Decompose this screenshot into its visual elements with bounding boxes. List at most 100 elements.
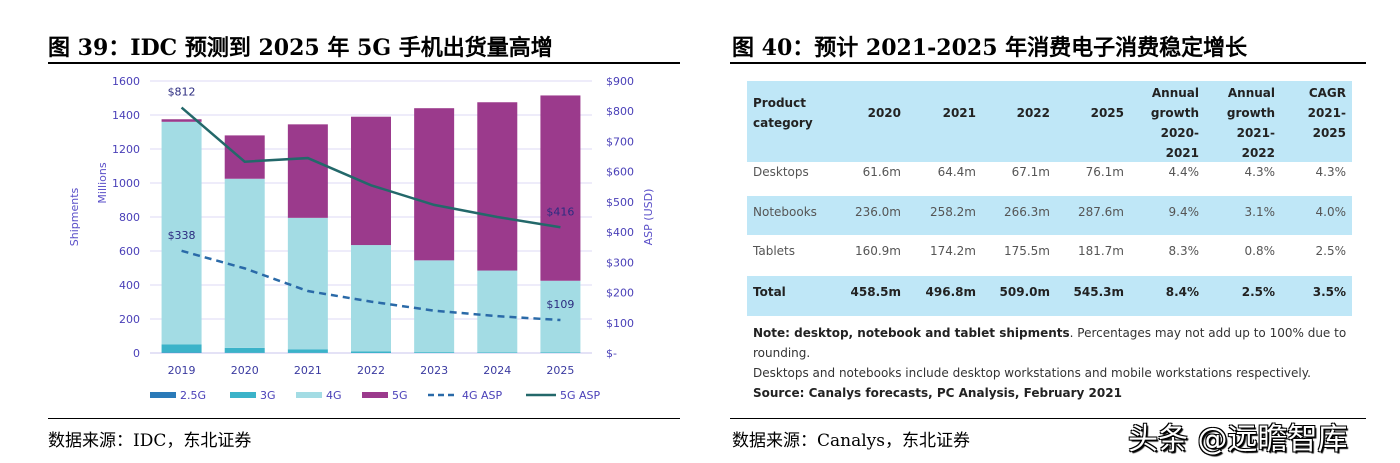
cell: 458.5m bbox=[850, 285, 901, 299]
table-note-source: Source: Canalys forecasts, PC Analysis, … bbox=[753, 386, 1122, 400]
y2-tick-label: $900 bbox=[606, 75, 634, 88]
cell: 8.3% bbox=[1168, 244, 1200, 258]
y-tick-label: 1000 bbox=[112, 177, 140, 190]
row-label: Desktops bbox=[753, 165, 809, 179]
y-tick-label: 400 bbox=[119, 279, 140, 292]
cell: 61.6m bbox=[862, 165, 901, 179]
cell: 545.3m bbox=[1073, 285, 1124, 299]
row-label: Tablets bbox=[753, 244, 795, 258]
column-header: 2022 bbox=[1016, 106, 1050, 120]
cell: 175.5m bbox=[1003, 244, 1050, 258]
y-tick-label: 1400 bbox=[112, 109, 140, 122]
legend-swatch bbox=[230, 392, 256, 398]
table-row: Tablets 160.9m 174.2m 175.5m 181.7m 8.3% 0.8% 2… bbox=[747, 235, 1352, 276]
cell: 2.5% bbox=[1315, 244, 1347, 258]
cell: 4.4% bbox=[1168, 165, 1200, 179]
cell: 2.5% bbox=[1241, 285, 1275, 299]
table-header-row: Product category 2020 2021 2022 2025 Annual g… bbox=[747, 81, 1352, 162]
y-axis-label: Shipments bbox=[68, 187, 81, 246]
cell: 287.6m bbox=[1077, 205, 1124, 219]
bar-5g bbox=[540, 95, 581, 281]
shipments-asp-chart: Shipments Millions ASP (USD) 0 200 400 600 8… bbox=[68, 75, 655, 402]
cell: 67.1m bbox=[1011, 165, 1050, 179]
table-note-line3: Desktops and notebooks include desktop w… bbox=[753, 366, 1311, 380]
bar-5g bbox=[224, 135, 265, 179]
row-label: Total bbox=[753, 285, 786, 299]
x-tick-label: 2021 bbox=[294, 364, 322, 377]
column-header: 2020 bbox=[867, 106, 901, 120]
y-tick-label: 800 bbox=[119, 211, 140, 224]
data-label: $109 bbox=[546, 298, 574, 311]
bar-4g bbox=[477, 270, 518, 353]
watermark: 头条 @远瞻智库 bbox=[1128, 422, 1348, 457]
cell: 181.7m bbox=[1077, 244, 1124, 258]
legend-label: 4G bbox=[326, 389, 342, 402]
table-row: Notebooks 236.0m 258.2m 266.3m 287.6m 9.4% 3.1… bbox=[747, 196, 1352, 235]
figure-39-title: 图 39：IDC 预测到 2025 年 5G 手机出货量高增 bbox=[48, 35, 553, 61]
cell: 9.4% bbox=[1168, 205, 1200, 219]
bar-5g bbox=[287, 124, 328, 218]
column-header: Annual growth 2021-2022 bbox=[1226, 86, 1275, 160]
bar-4g bbox=[161, 121, 202, 345]
legend-swatch bbox=[150, 392, 176, 398]
legend-label: 2.5G bbox=[180, 389, 206, 402]
table-row: Total 458.5m 496.8m 509.0m 545.3m 8.4% 2.5% 3.5… bbox=[747, 276, 1352, 316]
column-header: 2021 bbox=[942, 106, 976, 120]
data-label: $416 bbox=[546, 205, 574, 218]
bar-4g bbox=[540, 280, 581, 353]
cell: 4.3% bbox=[1244, 165, 1276, 179]
legend-label: 5G bbox=[392, 389, 408, 402]
bar-3g bbox=[224, 347, 265, 353]
cell: 174.2m bbox=[929, 244, 976, 258]
consumer-electronics-table: Product category 2020 2021 2022 2025 Annual g… bbox=[747, 81, 1352, 316]
table-row: Desktops 61.6m 64.4m 67.1m 76.1m 4.4% 4.3% 4.3% bbox=[747, 162, 1352, 196]
bar-3g bbox=[414, 352, 455, 353]
bar-5g bbox=[414, 108, 455, 261]
cell: 160.9m bbox=[854, 244, 901, 258]
y-tick-label: 600 bbox=[119, 245, 140, 258]
bar-4g bbox=[287, 217, 328, 350]
note-rest: . Percentages may not add up to 100% due… bbox=[1069, 326, 1347, 340]
cell: 76.1m bbox=[1085, 165, 1124, 179]
y2-tick-label: $- bbox=[606, 347, 617, 360]
x-tick-label: 2019 bbox=[168, 364, 196, 377]
table-note-line2: rounding. bbox=[753, 346, 811, 360]
y2-tick-label: $200 bbox=[606, 287, 634, 300]
bar-5g bbox=[351, 116, 391, 246]
bar-3g bbox=[351, 351, 391, 353]
cell: 266.3m bbox=[1003, 205, 1050, 219]
legend-label: 5G ASP bbox=[560, 389, 601, 402]
cell: 3.5% bbox=[1312, 285, 1346, 299]
cell: 236.0m bbox=[854, 205, 901, 219]
y2-tick-label: $600 bbox=[606, 166, 634, 179]
row-label: Notebooks bbox=[753, 205, 817, 219]
cell: 496.8m bbox=[925, 285, 976, 299]
legend-label: 4G ASP bbox=[462, 389, 503, 402]
y2-tick-label: $100 bbox=[606, 317, 634, 330]
column-header: 2025 bbox=[1090, 106, 1124, 120]
column-header: Product category bbox=[753, 96, 813, 130]
x-tick-label: 2020 bbox=[231, 364, 259, 377]
cell: 64.4m bbox=[937, 165, 976, 179]
y2-tick-label: $700 bbox=[606, 135, 634, 148]
legend-swatch bbox=[362, 392, 388, 398]
table-note: Note: desktop, notebook and tablet shipm… bbox=[753, 326, 1346, 340]
bar-3g bbox=[540, 352, 581, 353]
y2-tick-label: $500 bbox=[606, 196, 634, 209]
y2-tick-label: $800 bbox=[606, 105, 634, 118]
title-rule-left bbox=[48, 62, 680, 64]
x-tick-label: 2022 bbox=[357, 364, 385, 377]
bottom-rule-left bbox=[48, 418, 680, 419]
y-tick-label: 1200 bbox=[112, 143, 140, 156]
cell: 3.1% bbox=[1244, 205, 1276, 219]
cell: 258.2m bbox=[929, 205, 976, 219]
y-tick-label: 1600 bbox=[112, 75, 140, 88]
cell: 4.0% bbox=[1315, 205, 1347, 219]
x-tick-label: 2023 bbox=[420, 364, 448, 377]
x-tick-label: 2024 bbox=[483, 364, 511, 377]
cell: 509.0m bbox=[999, 285, 1050, 299]
bar-4g bbox=[414, 260, 455, 353]
cell: 0.8% bbox=[1244, 244, 1276, 258]
y-axis-label-units: Millions bbox=[96, 162, 109, 203]
bar-3g bbox=[287, 349, 328, 353]
